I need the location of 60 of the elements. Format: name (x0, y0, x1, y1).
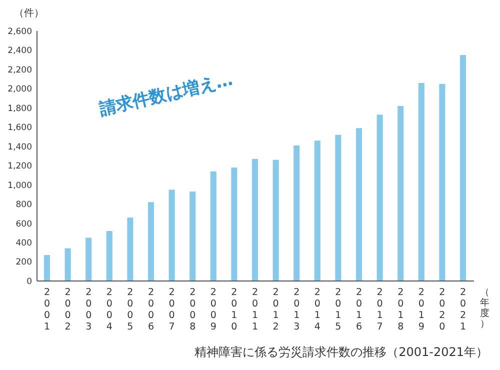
x-tick-label: 2004 (106, 287, 112, 332)
y-tick-label: 2,600 (8, 26, 32, 37)
x-tick-label: 2006 (148, 287, 154, 332)
y-tick-label: 2,000 (8, 84, 32, 95)
y-tick-label: 400 (16, 238, 32, 249)
x-tick-label: 2021 (460, 287, 466, 332)
bar (335, 134, 342, 281)
y-tick-label: 600 (16, 219, 32, 230)
x-tick-label: 2018 (398, 287, 404, 332)
bar (86, 238, 92, 281)
y-axis-title: （件） (14, 8, 44, 19)
bar (294, 145, 300, 281)
x-tick-label: 2011 (252, 287, 258, 332)
x-tick-label: 2010 (231, 287, 238, 332)
bar (439, 84, 446, 281)
bar (460, 55, 466, 281)
y-tick-label: 2,400 (8, 46, 32, 56)
bar (127, 218, 134, 281)
x-tick-label: 2008 (190, 287, 196, 332)
bar (314, 140, 320, 281)
y-tick-label: 200 (16, 258, 32, 268)
bar (148, 202, 154, 281)
x-tick-label: 2005 (127, 287, 134, 332)
bar (272, 160, 279, 281)
x-tick-label: 2016 (356, 287, 362, 332)
x-tick-label: 2014 (314, 287, 320, 332)
text: 精神障害に係る労災請求件数の推移（2001-2021年） (194, 345, 488, 359)
x-tick-label: 2002 (64, 287, 71, 332)
bar (44, 255, 50, 281)
x-tick-label: 2020 (439, 287, 446, 332)
x-tick-label: 2019 (418, 287, 424, 332)
x-tick-label: 2012 (272, 287, 279, 332)
x-axis-title: （年度） (480, 287, 490, 330)
bar (190, 192, 196, 281)
y-tick-label: 800 (16, 200, 32, 210)
bar (106, 231, 112, 281)
x-tick-label: 2013 (294, 287, 300, 332)
bar (356, 128, 362, 281)
x-tick-label: 2003 (86, 287, 92, 332)
bar (418, 82, 424, 281)
y-tick-label: 1,400 (8, 142, 32, 152)
bar (398, 106, 404, 281)
y-tick-label: 2,200 (8, 65, 32, 76)
x-tick-label: 2007 (168, 287, 175, 332)
y-tick-label: 1,800 (8, 104, 32, 114)
x-tick-label: 2015 (335, 287, 342, 332)
x-tick-label: 2017 (376, 287, 383, 332)
x-tick-label: 2009 (210, 287, 216, 332)
bar (210, 171, 216, 281)
bar (231, 168, 238, 281)
y-tick-label: 1,200 (8, 162, 32, 172)
bar (252, 158, 258, 281)
bar (64, 248, 71, 281)
y-tick-label: 0 (26, 276, 32, 287)
x-tick-label: 2001 (44, 287, 50, 332)
y-tick-label: 1,000 (8, 180, 32, 191)
annotation: 請求件数は増え… (96, 68, 235, 120)
bar (376, 114, 383, 281)
bar (168, 190, 175, 281)
y-tick-label: 1,600 (8, 123, 32, 134)
